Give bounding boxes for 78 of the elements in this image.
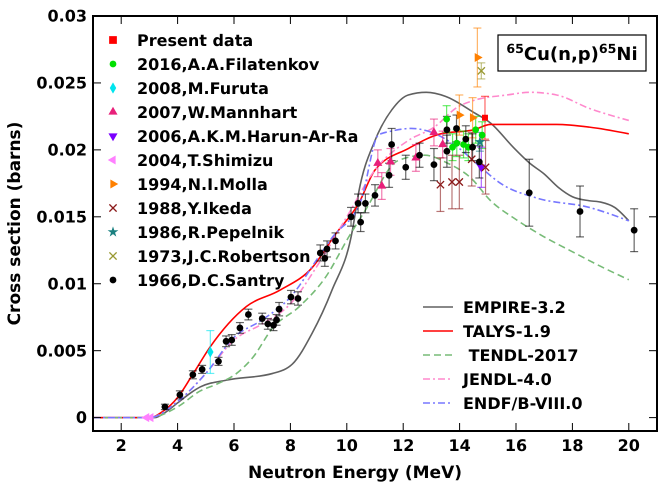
legend-label: 2007,W.Mannhart [137,103,298,122]
x-tick-label: 4 [172,436,184,455]
point [377,180,386,189]
point [332,238,339,244]
point [469,144,476,151]
point [467,154,476,164]
y-tick-label: 0.03 [48,6,87,26]
point [288,294,294,301]
point [316,250,324,256]
point [481,163,490,172]
x-tick-label: 16 [504,436,528,455]
point [276,306,283,313]
legend-label: TENDL-2017 [463,346,578,365]
point [477,66,486,76]
legend-label: 2008,M.Furuta [137,79,269,98]
y-tick-label: 0.005 [36,341,87,360]
point [258,315,266,322]
point [462,136,470,143]
point [470,113,478,122]
point [478,132,486,139]
point [630,226,638,234]
point [472,126,480,134]
x-tick-label: 14 [448,436,471,455]
x-tick-label: 6 [228,436,240,455]
legend-label: 1994,N.I.Molla [137,175,268,194]
y-tick-label: 0.01 [48,274,87,294]
legend-label: 1966,D.C.Santry [137,271,286,290]
point [456,110,465,120]
x-tick-label: 20 [618,436,640,455]
point [576,208,584,215]
point [430,161,438,168]
x-tick-label: 10 [336,436,358,455]
point [449,144,456,151]
x-tick-label: 2 [116,436,127,455]
legend-label: 1988,Y.Ikeda [137,199,252,218]
legend-label: Present data [137,31,254,50]
y-tick-label: 0.02 [48,140,87,160]
legend-label: 2016,A.A.Filatenkov [137,55,320,74]
point [324,246,330,252]
point [373,158,382,166]
x-tick-label: 8 [284,436,296,455]
point [476,158,483,166]
legend-label: 1973,J.C.Robertson [137,247,311,266]
point [416,152,423,159]
legend-label: EMPIRE-3.2 [463,298,566,317]
point [474,136,486,146]
y-tick-label: 0.025 [36,74,87,93]
legend-label: 1986,R.Pepelnik [137,223,285,242]
y-axis-title: Cross section (barns) [5,122,25,326]
point [348,213,354,220]
point [526,189,533,196]
point [388,141,396,148]
x-tick-label: 12 [392,436,414,455]
point [362,200,369,207]
point [372,192,378,199]
x-tick-label: 18 [561,436,584,455]
y-tick-label: 0.015 [36,207,87,226]
point [354,200,362,207]
point [244,311,252,318]
legend-label: JENDL-4.0 [462,370,552,389]
point [294,295,302,302]
point [474,52,483,62]
point [321,254,328,262]
point [482,114,488,121]
legend-label: TALYS-1.9 [463,322,551,341]
annotation: $^{65}$Cu(n,p)$^{65}$Ni [506,40,638,65]
point [436,180,445,189]
point [444,148,450,155]
point [438,139,448,148]
point [402,164,410,171]
legend-label: 2006,A.K.M.Harun-Ar-Ra [137,127,358,146]
x-axis-title: Neutron Energy (MeV) [248,463,462,483]
y-tick-label: 0 [76,408,87,428]
legend-label: ENDF/B-VIII.0 [463,394,582,413]
point [429,127,438,136]
point [357,218,364,226]
point [236,324,244,332]
legend-label: 2004,T.Shimizu [137,151,274,170]
